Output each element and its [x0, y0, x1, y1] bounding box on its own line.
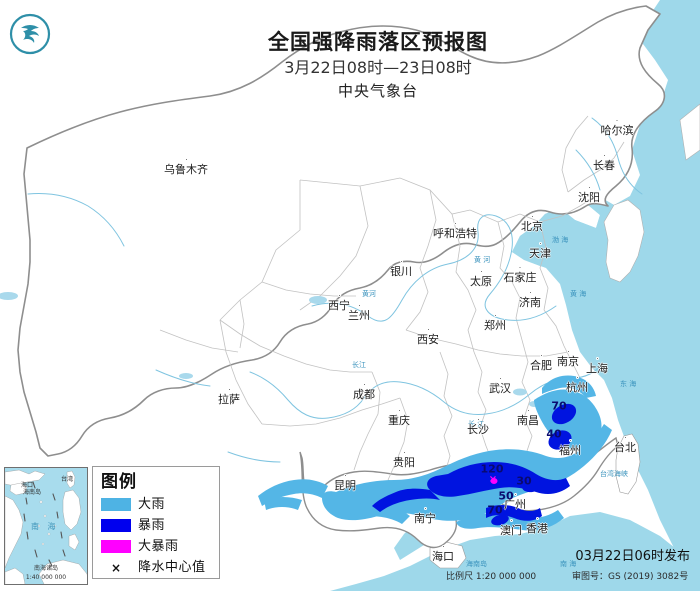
inset-place-label: 海口 [21, 482, 34, 489]
legend-row: 大雨 [101, 494, 213, 515]
legend-label: 暴雨 [138, 518, 166, 533]
precip-center-marker-icon: × [110, 560, 122, 575]
inset-sea-label: 南 海 [31, 522, 59, 531]
issue-time: 03月22日06时发布 [575, 549, 690, 564]
legend-label-center-value: 降水中心值 [138, 560, 206, 575]
map-approval-number: 审图号：GS (2019) 3082号 [572, 572, 689, 582]
map-scale: 比例尺 1:20 000 000 [446, 572, 537, 582]
inset-map-graphic [5, 468, 87, 584]
landmass [429, 103, 700, 569]
legend-swatch-rainstorm [101, 519, 131, 532]
inset-place-label: 海南岛 [23, 489, 42, 496]
inset-scale: 1:40 000 000 [25, 574, 67, 581]
rain-area-rainstorm [372, 403, 577, 526]
legend-rows: 大雨 暴雨 大暴雨 [101, 494, 213, 557]
legend-label: 大暴雨 [138, 539, 179, 554]
inset-caption: 南海诸岛 [33, 565, 58, 572]
south-china-sea-inset-map: 台湾海口 海南岛 南 海 南海诸岛 1:40 000 000 [4, 467, 88, 585]
china-national-border [17, 5, 666, 457]
legend-label: 大雨 [138, 497, 166, 512]
rain-area-severe-rainstorm [490, 478, 498, 484]
ocean-areas [330, 0, 700, 591]
inset-place-label: 台湾 [61, 476, 74, 483]
legend-box: 图例 大雨暴雨大暴雨 × 降水中心值 [92, 466, 220, 579]
legend-row: 暴雨 [101, 515, 213, 536]
china-news-service-dragon-logo [9, 13, 51, 55]
legend-swatch-heavy-rain [101, 498, 131, 511]
legend-swatch-severe-rainstorm [101, 540, 131, 553]
legend-title: 图例 [101, 472, 137, 492]
legend-row-center-value: × 降水中心值 [101, 557, 213, 578]
legend-row: 大暴雨 [101, 536, 213, 557]
